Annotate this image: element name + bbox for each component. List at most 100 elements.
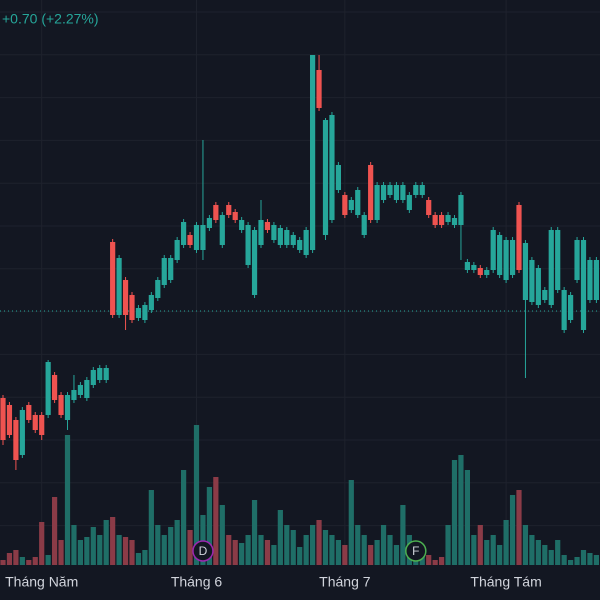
candle-body — [542, 290, 548, 300]
volume-bar — [568, 560, 574, 565]
candle-body — [200, 225, 206, 250]
candle-body — [155, 280, 161, 298]
volume-bar — [445, 525, 451, 565]
candle-body — [84, 380, 90, 398]
volume-bar — [271, 545, 277, 565]
candle-body — [193, 225, 200, 250]
candle-body — [406, 195, 412, 210]
change-label: +0.70 (+2.27%) — [2, 11, 99, 27]
candle-body — [490, 230, 496, 270]
event-label: F — [412, 544, 419, 558]
volume-bar — [432, 560, 438, 565]
volume-bar — [206, 487, 212, 565]
candle-body — [26, 405, 32, 420]
volume-bar — [284, 525, 290, 565]
candle-body — [593, 260, 599, 300]
candle-body — [432, 215, 438, 225]
volume-bar — [335, 540, 341, 565]
candle-body — [64, 395, 71, 420]
volume-bar — [200, 515, 206, 565]
volume-bar — [213, 477, 219, 565]
volume-bar — [39, 522, 45, 565]
volume-bar — [451, 460, 458, 565]
volume-bar — [258, 535, 264, 565]
volume-bar — [239, 543, 245, 565]
candle-body — [568, 295, 574, 320]
volume-bar — [32, 557, 38, 565]
volume-bar — [251, 500, 258, 565]
volume-bar — [497, 545, 503, 565]
volume-bar — [58, 540, 64, 565]
candle-body — [400, 185, 406, 200]
volume-bar — [548, 550, 554, 565]
candle-body — [458, 195, 464, 225]
volume-bar — [297, 547, 303, 565]
candle-body — [122, 280, 129, 315]
candle-body — [58, 395, 64, 415]
candle-body — [516, 205, 522, 270]
volume-bar — [348, 480, 354, 565]
volume-bar — [174, 520, 180, 565]
candle-body — [52, 375, 58, 400]
volume-bar — [522, 525, 529, 565]
volume-bar — [464, 470, 470, 565]
candle-body — [439, 215, 445, 225]
volume-bar — [135, 553, 142, 565]
candle-body — [535, 268, 541, 305]
candle-body — [0, 398, 6, 440]
volume-bar — [122, 537, 129, 565]
volume-bar — [380, 525, 387, 565]
candle-body — [148, 295, 154, 310]
volume-bar — [310, 525, 316, 565]
candle-body — [387, 185, 393, 195]
volume-bar — [219, 505, 225, 565]
volume-bar — [542, 545, 548, 565]
x-tick-label: Tháng Tám — [470, 574, 541, 590]
volume-bar — [45, 555, 51, 565]
volume-bar — [110, 517, 116, 565]
candle-body — [426, 200, 432, 215]
volume-bar — [181, 470, 187, 565]
volume-bar — [355, 525, 361, 565]
candle-body — [251, 230, 258, 295]
candle-body — [135, 308, 142, 318]
volume-bar — [587, 553, 593, 565]
candle-body — [555, 230, 561, 290]
volume-bar — [477, 525, 483, 565]
x-tick-label: Tháng 7 — [319, 574, 371, 590]
candle-body — [103, 368, 109, 380]
volume-bar — [0, 560, 6, 565]
candle-body — [174, 240, 180, 260]
volume-bar — [26, 560, 32, 565]
volume-bar — [426, 555, 432, 565]
candle-body — [316, 70, 322, 108]
volume-bar — [484, 540, 490, 565]
candle-body — [503, 240, 509, 280]
volume-bar — [52, 497, 58, 565]
candle-body — [168, 258, 174, 280]
volume-bar — [155, 525, 161, 565]
candle-body — [374, 185, 380, 220]
volume-bar — [187, 530, 193, 565]
volume-bar — [535, 540, 541, 565]
volume-bar — [503, 520, 509, 565]
candle-body — [271, 225, 277, 240]
candle-body — [32, 415, 38, 430]
candle-body — [361, 215, 367, 235]
x-tick-label: Tháng Năm — [5, 574, 78, 590]
candle-body — [529, 260, 535, 302]
volume-bar — [342, 545, 348, 565]
candle-body — [39, 415, 45, 435]
volume-bar — [148, 490, 154, 565]
volume-bar — [322, 530, 329, 565]
volume-bar — [103, 520, 109, 565]
volume-bar — [232, 540, 238, 565]
volume-bar — [264, 540, 271, 565]
candle-body — [239, 220, 245, 230]
volume-bar — [168, 527, 174, 565]
candle-body — [522, 243, 529, 300]
volume-bar — [361, 535, 367, 565]
candle-body — [213, 205, 219, 220]
volume-bar — [561, 555, 567, 565]
candle-body — [497, 235, 503, 275]
